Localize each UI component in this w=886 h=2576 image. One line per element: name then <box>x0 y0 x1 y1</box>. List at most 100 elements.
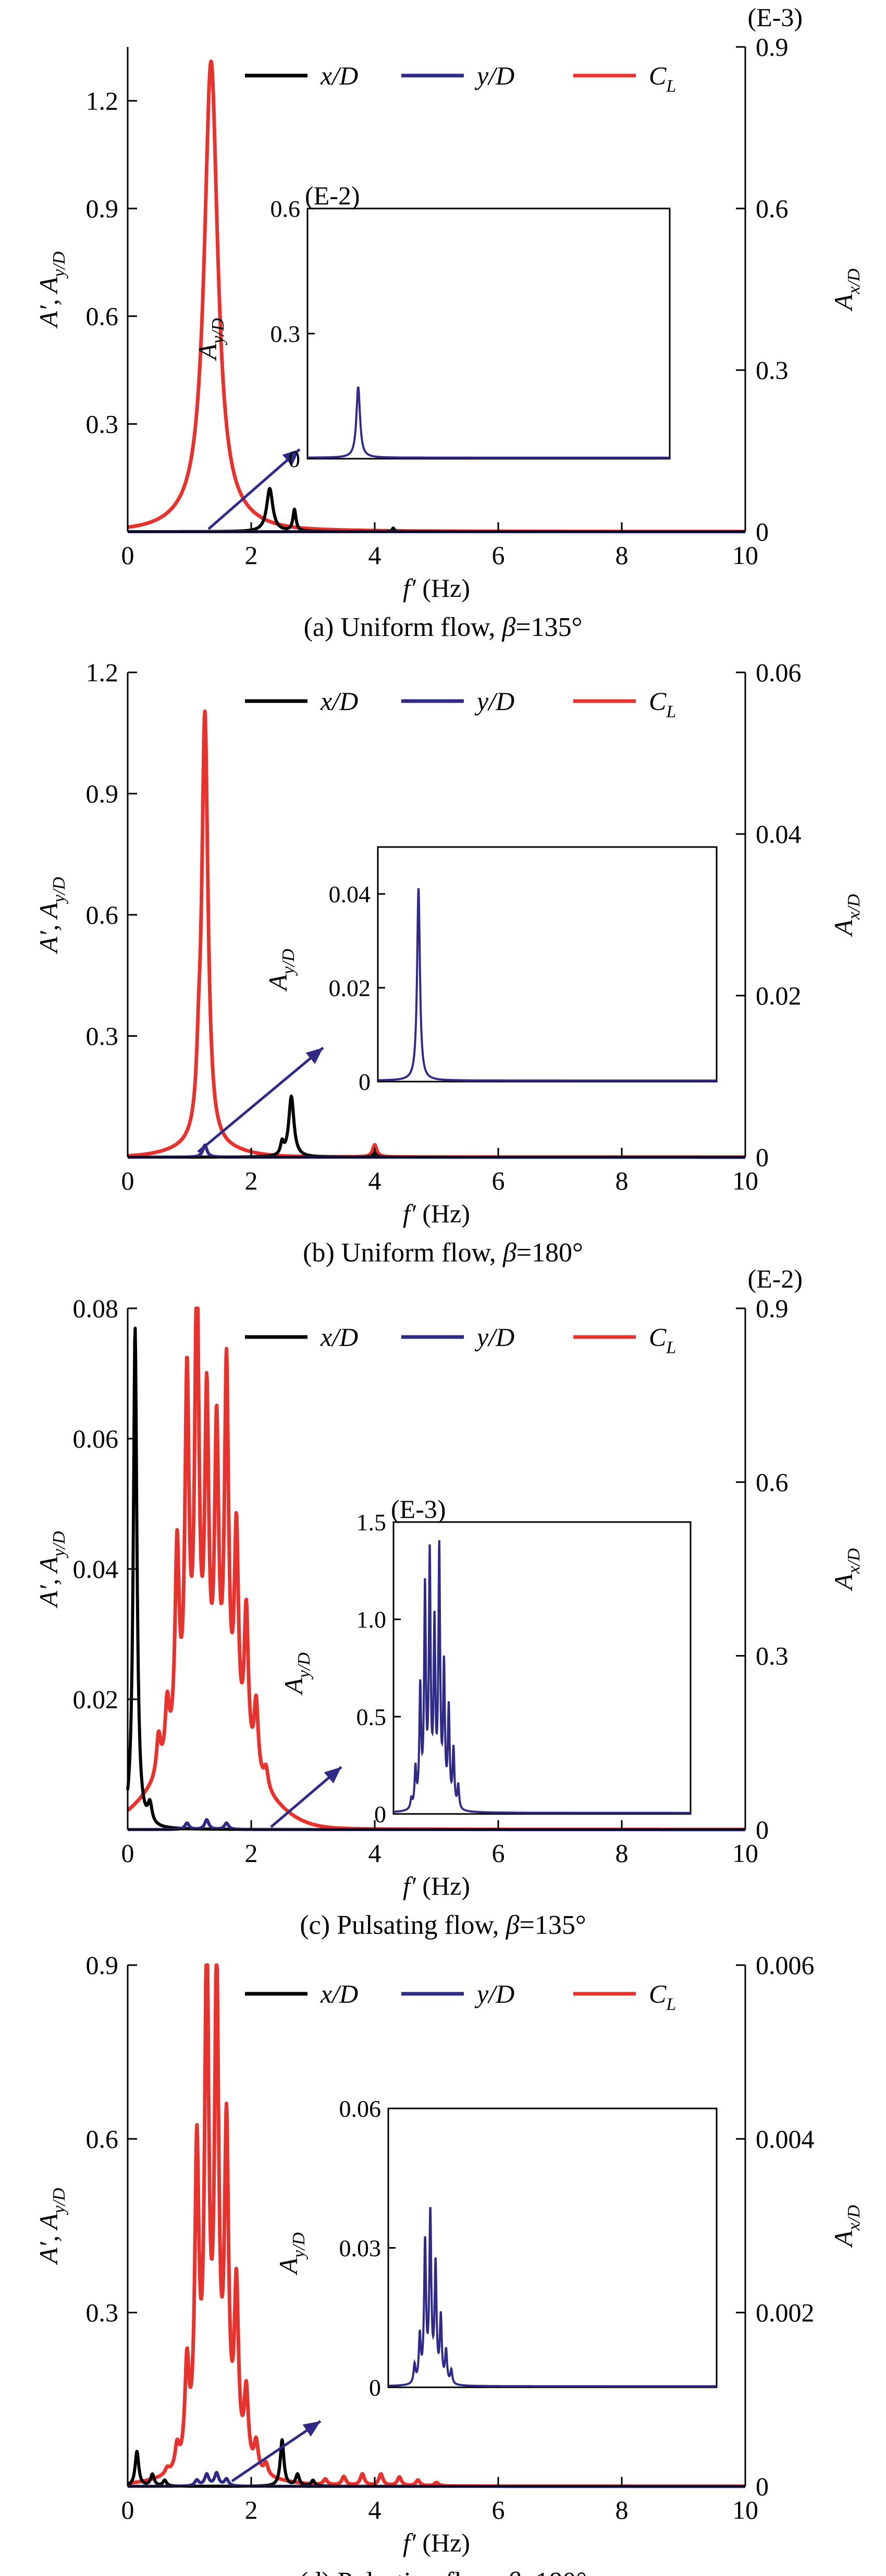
inset-y-tick-label: 0.6 <box>270 195 301 222</box>
svg-text:x/D: x/D <box>320 686 358 716</box>
x-tick-label: 10 <box>732 1838 758 1868</box>
series-y-d-line <box>126 1818 747 1831</box>
svg-text:CL: CL <box>649 1979 676 2014</box>
y-right-axis-label: Ax/D <box>829 2205 864 2248</box>
inset-y-tick-label: 0.03 <box>339 2235 382 2262</box>
y-left-axis-label: A′, Ay/D <box>34 2188 69 2265</box>
y-right-tick-label: 0.04 <box>756 819 802 849</box>
inset-y-tick-label: 0.06 <box>339 2095 382 2122</box>
panel-caption: (c) Pulsating flow, β=135° <box>300 1910 586 1940</box>
x-tick-label: 4 <box>368 1838 382 1868</box>
inset-a: 0 0.3 0.6 Ay/D (E-2) <box>193 181 671 472</box>
inset-y-axis-label: Ay/D <box>263 949 298 992</box>
y-right-tick-label: 0.006 <box>756 1951 815 1980</box>
inset-y-tick-label: 0.5 <box>356 1703 387 1730</box>
inset-d: 0 0.03 0.06 Ay/D <box>274 2095 718 2401</box>
legend-item-y-d: y/D <box>401 1322 514 1352</box>
inset-y-tick-label: 0 <box>288 446 300 472</box>
zoom-arrow-head <box>302 2421 321 2437</box>
panel-a: 0 2 4 6 8 10 0.3 0.6 0.9 1.2 0 0.3 0.6 0.9 f′ (Hz) A′, … <box>34 3 864 642</box>
inset-series-y-d-line <box>378 888 717 1082</box>
inset-series-y-d-line <box>307 386 670 459</box>
inset-frame <box>377 846 718 1083</box>
legend-item-x-d: x/D <box>245 61 358 90</box>
y-left-tick-label: 0.6 <box>86 2124 119 2153</box>
y-right-tick-label: 0.3 <box>756 355 789 385</box>
legend-item-cl: CL <box>573 61 676 96</box>
x-tick-label: 2 <box>245 1166 258 1195</box>
y-left-axis-label: A′, Ay/D <box>34 251 69 329</box>
x-tick-label: 8 <box>616 1838 629 1868</box>
y-left-axis-label: A′, Ay/D <box>34 1531 69 1609</box>
inset-y-tick-label: 0 <box>359 1069 371 1095</box>
inset-y-tick-label: 0.04 <box>329 881 371 907</box>
legend-item-cl: CL <box>573 1322 676 1357</box>
inset-y-axis-label: Ay/D <box>193 318 228 361</box>
legend-item-y-d: y/D <box>401 686 514 716</box>
inset-scale-note: (E-3) <box>391 1494 446 1524</box>
right-axis-scale-note: (E-2) <box>748 1264 803 1293</box>
y-right-tick-label: 0.02 <box>756 981 802 1010</box>
right-axis-scale-note: (E-3) <box>748 3 803 32</box>
x-axis-label: f′ (Hz) <box>403 1871 470 1900</box>
y-right-tick-label: 0.9 <box>756 1294 789 1323</box>
svg-text:y/D: y/D <box>474 1979 514 2008</box>
x-tick-label: 2 <box>245 1838 258 1868</box>
panel-d: 0 2 4 6 8 10 0.3 0.6 0.9 0 0.002 0.004 0.006 f′ (Hz) A… <box>34 1951 864 2576</box>
legend-item-cl: CL <box>573 686 676 721</box>
y-right-tick-label: 0.3 <box>756 1641 789 1671</box>
legend-item-y-d: y/D <box>401 1979 514 2008</box>
y-right-tick-label: 0.6 <box>756 194 789 223</box>
y-left-tick-label: 0.08 <box>73 1294 119 1323</box>
y-left-tick-label: 0.02 <box>73 1685 119 1714</box>
y-right-tick-label: 0.06 <box>756 658 802 687</box>
y-left-tick-label: 0.9 <box>86 194 119 223</box>
svg-text:y/D: y/D <box>474 686 514 716</box>
x-tick-label: 0 <box>121 2495 134 2524</box>
inset-y-tick-label: 0 <box>369 2374 381 2401</box>
zoom-arrow-head <box>324 1767 341 1784</box>
x-tick-label: 10 <box>732 541 758 570</box>
zoom-arrow-head <box>305 1048 323 1064</box>
inset-y-tick-label: 1.0 <box>356 1606 387 1633</box>
x-tick-label: 10 <box>732 2495 758 2524</box>
series-x-d-line <box>126 487 747 533</box>
x-tick-label: 2 <box>245 541 258 570</box>
x-tick-label: 8 <box>616 1166 629 1195</box>
x-tick-label: 10 <box>732 1166 758 1195</box>
y-left-tick-label: 0.6 <box>86 302 119 331</box>
legend-item-x-d: x/D <box>245 686 358 716</box>
svg-text:CL: CL <box>649 61 676 96</box>
svg-text:CL: CL <box>649 686 676 721</box>
y-left-tick-label: 0.3 <box>86 409 119 438</box>
svg-text:x/D: x/D <box>320 61 358 90</box>
svg-text:y/D: y/D <box>474 1322 514 1352</box>
y-left-tick-label: 1.2 <box>86 86 119 115</box>
inset-y-tick-label: 0.3 <box>270 321 301 347</box>
y-left-tick-label: 0.9 <box>86 779 119 808</box>
x-tick-label: 8 <box>616 541 629 570</box>
x-tick-label: 6 <box>492 1838 505 1868</box>
legend-item-cl: CL <box>573 1979 676 2014</box>
y-right-tick-label: 0 <box>756 1143 769 1172</box>
y-right-tick-label: 0.6 <box>756 1467 789 1496</box>
inset-y-tick-label: 0.02 <box>329 975 371 1001</box>
panel-caption: (d) Pulsating flow, β=180° <box>299 2567 587 2576</box>
x-tick-label: 2 <box>245 2495 258 2524</box>
y-left-tick-label: 0.3 <box>86 2298 119 2327</box>
svg-text:x/D: x/D <box>320 1322 358 1352</box>
x-tick-label: 0 <box>121 541 134 570</box>
inset-y-axis-label: Ay/D <box>279 1652 314 1696</box>
x-tick-label: 4 <box>368 2495 382 2524</box>
x-tick-label: 0 <box>121 1166 134 1195</box>
inset-series-y-d-line <box>388 2207 717 2387</box>
zoom-arrow <box>231 2420 322 2483</box>
zoom-arrow <box>197 1047 324 1153</box>
y-right-axis-label: Ax/D <box>829 894 864 937</box>
panel-c: 0 2 4 6 8 10 0.02 0.04 0.06 0.08 0 0.3 0.6 0.9 f′ (Hz)… <box>34 1264 864 1940</box>
legend-item-y-d: y/D <box>401 61 514 90</box>
x-tick-label: 4 <box>368 541 382 570</box>
x-axis-label: f′ (Hz) <box>403 1199 470 1228</box>
legend-item-x-d: x/D <box>245 1979 358 2008</box>
